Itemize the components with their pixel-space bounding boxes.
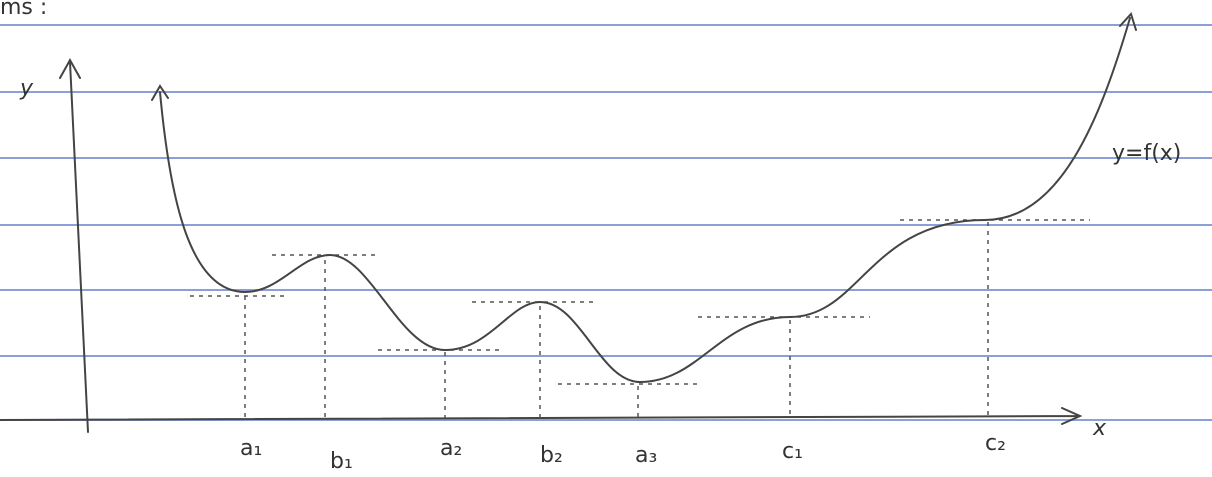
guides [190, 220, 1090, 418]
point-label: c₁ [782, 439, 803, 464]
sketch: ms : y x y=f(x) a₁ b₁ a₂ b₂ a₃ c₁ c₂ [0, 0, 1212, 477]
curve-label: y=f(x) [1112, 141, 1181, 166]
header-text: ms : [0, 0, 47, 20]
y-axis-label: y [19, 76, 34, 101]
curve [160, 18, 1130, 382]
x-axis-label: x [1092, 416, 1107, 441]
point-label: a₃ [635, 443, 657, 468]
point-label: a₁ [240, 436, 262, 461]
point-label: a₂ [440, 436, 462, 461]
arrowheads [152, 14, 1136, 100]
point-label: b₁ [330, 449, 353, 474]
point-label: b₂ [540, 443, 563, 468]
point-label: c₂ [985, 431, 1006, 456]
point-labels: a₁ b₁ a₂ b₂ a₃ c₁ c₂ [240, 431, 1006, 474]
